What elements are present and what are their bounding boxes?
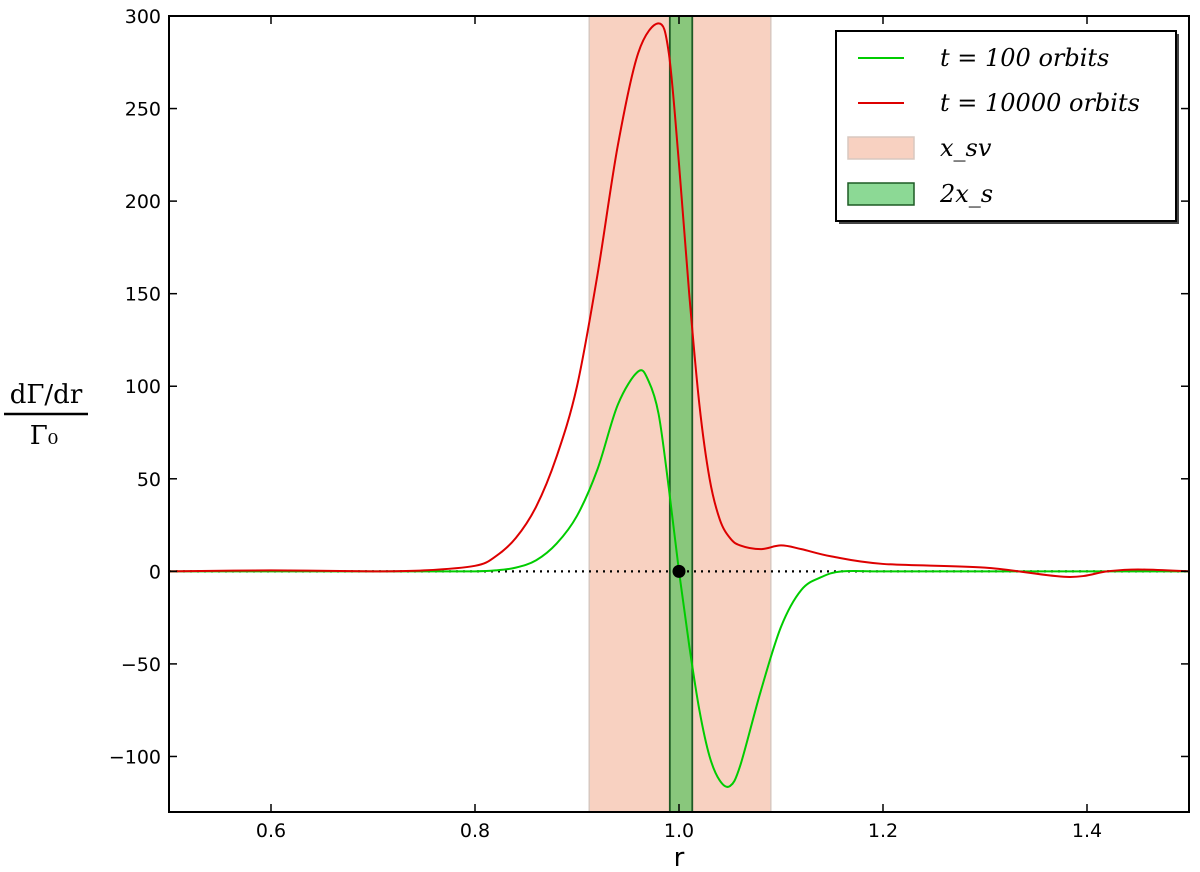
legend-label: t = 10000 orbits	[940, 89, 1140, 117]
y-tick-label: 150	[125, 284, 161, 306]
legend-label: 2x_s	[939, 180, 993, 208]
y-axis-label-numerator: dΓ/dr	[10, 380, 83, 410]
x-axis-ticks: 0.6 0.8 1.0 1.2 1.4	[256, 16, 1102, 842]
y-tick-label: 50	[137, 469, 161, 491]
y-tick-label: −50	[121, 654, 161, 676]
y-tick-label: 0	[149, 561, 161, 583]
legend-swatch-patch	[847, 182, 915, 206]
y-tick-label: 250	[125, 99, 161, 121]
y-axis-ticks: −100 −50 0 50 100 150 200 250 300	[109, 6, 1189, 768]
y-axis-label: dΓ/dr Γ₀	[4, 380, 88, 451]
x-tick-label: 1.2	[868, 820, 898, 842]
series-line-0	[168, 369, 1189, 788]
series-line-1	[168, 22, 1190, 578]
y-tick-label: 200	[125, 191, 161, 213]
bands-layer	[588, 15, 772, 813]
planet-marker	[672, 564, 686, 578]
y-tick-label: −100	[109, 746, 161, 768]
band-1	[668, 15, 694, 813]
y-tick-label: 100	[125, 376, 161, 398]
x-axis-label: r	[674, 843, 685, 872]
y-axis-label-denominator: Γ₀	[30, 421, 58, 451]
legend-label: t = 100 orbits	[940, 44, 1109, 72]
x-tick-label: 0.8	[460, 820, 490, 842]
legend-swatch-patch	[847, 136, 915, 160]
series-layer	[168, 22, 1190, 788]
y-tick-label: 300	[125, 6, 161, 28]
legend-label: x_sv	[940, 134, 992, 162]
x-tick-label: 0.6	[256, 820, 286, 842]
legend: t = 100 orbits t = 10000 orbits x_sv 2x_s	[835, 30, 1179, 224]
x-tick-label: 1.4	[1072, 820, 1102, 842]
x-tick-label: 1.0	[664, 820, 694, 842]
